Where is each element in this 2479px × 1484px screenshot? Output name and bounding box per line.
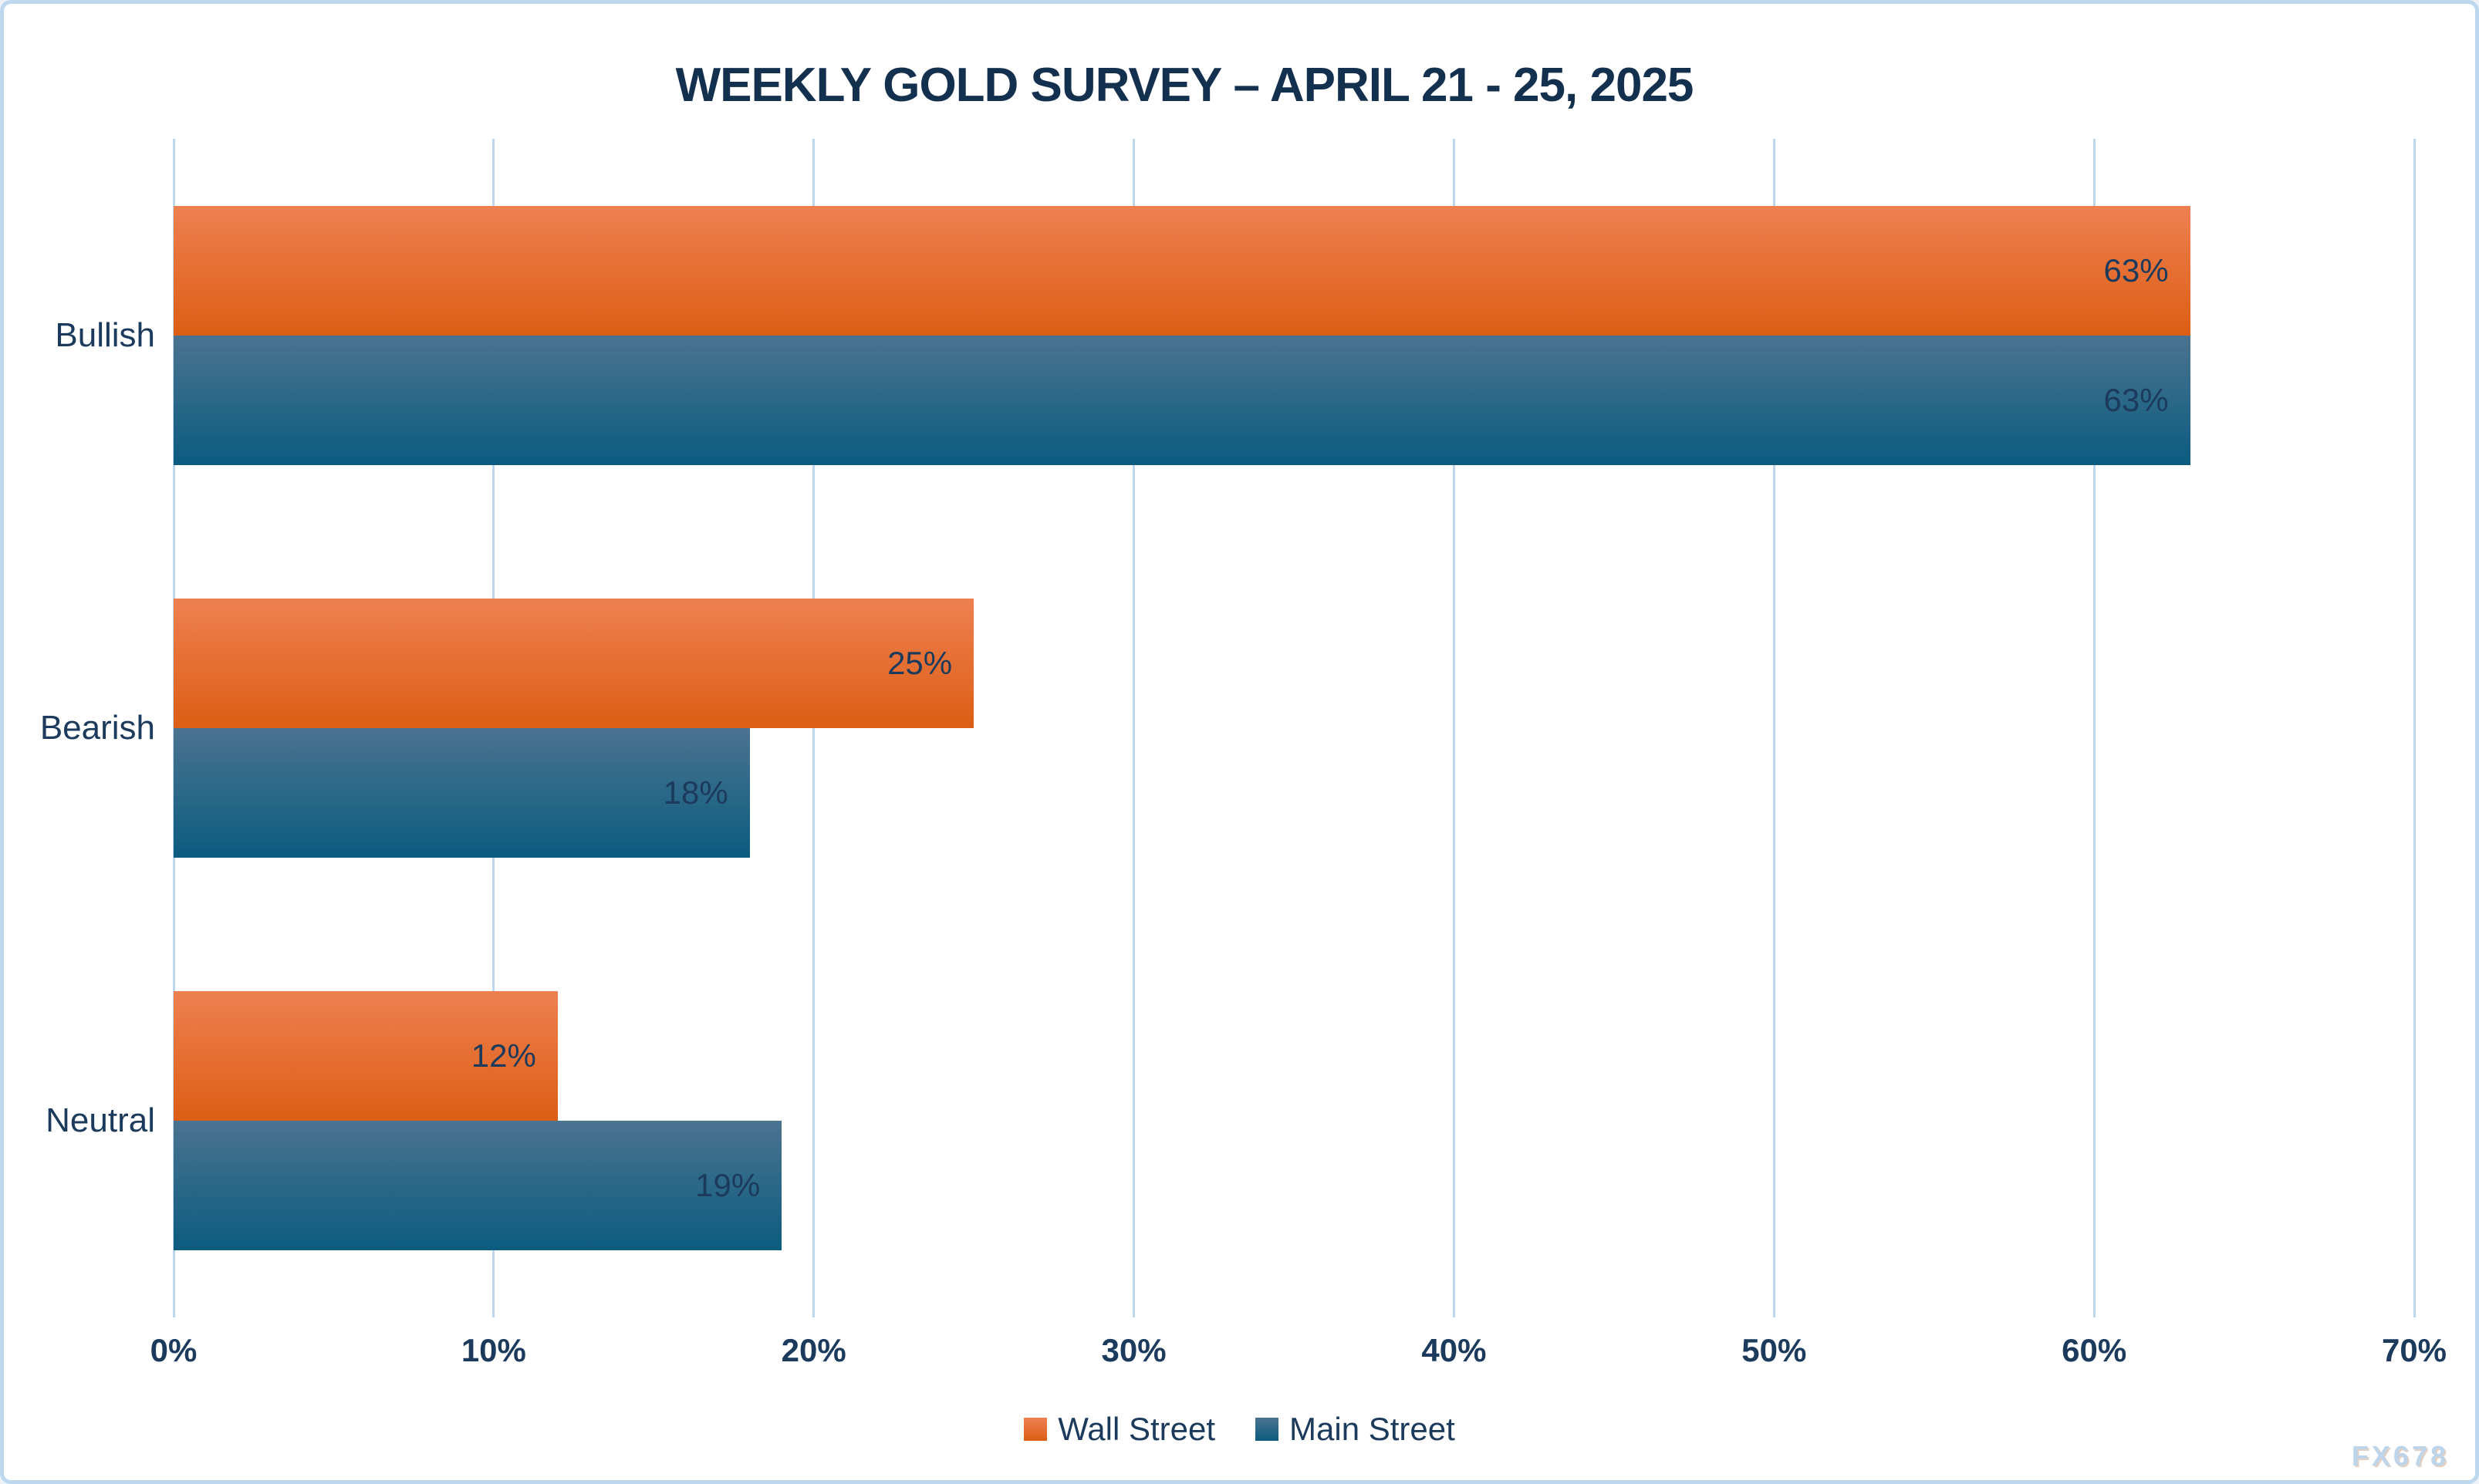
- bar-main-street-bearish: 18%: [174, 727, 750, 858]
- x-tick-label: 50%: [1741, 1332, 1807, 1368]
- bar-value-label: 63%: [2103, 251, 2169, 288]
- legend-swatch-icon: [1024, 1418, 1048, 1441]
- bar-value-label: 12%: [471, 1037, 536, 1074]
- bar-value-label: 19%: [695, 1167, 761, 1204]
- x-tick-label: 60%: [2062, 1332, 2127, 1368]
- gridline: [812, 139, 816, 1317]
- x-tick-label: 10%: [461, 1332, 526, 1368]
- x-tick-label: 30%: [1101, 1332, 1167, 1368]
- legend-label: Wall Street: [1058, 1411, 1216, 1447]
- bar-group-bullish: 63% 63%: [174, 139, 2414, 531]
- bar-group-neutral: 12% 19%: [174, 925, 2414, 1317]
- bar-wall-street-neutral: 12%: [174, 991, 558, 1121]
- plot-area: 63% 63% 25% 18% 12% 19%: [172, 139, 2416, 1317]
- bar-main-street-neutral: 19%: [174, 1121, 782, 1251]
- bar-group-bearish: 25% 18%: [174, 531, 2414, 924]
- legend-item-main-street: Main Street: [1255, 1411, 1455, 1448]
- bar-value-label: 25%: [887, 644, 953, 681]
- gridline: [1772, 139, 1775, 1317]
- chart-title: WEEKLY GOLD SURVEY – APRIL 21 - 25, 2025: [675, 59, 1694, 112]
- x-tick-label: 20%: [781, 1332, 846, 1368]
- x-tick-label: 70%: [2381, 1332, 2447, 1368]
- category-label-neutral: Neutral: [46, 1101, 155, 1140]
- category-label-bullish: Bullish: [55, 315, 155, 354]
- legend-label: Main Street: [1289, 1411, 1455, 1447]
- bar-wall-street-bearish: 25%: [174, 598, 974, 728]
- x-tick-label: 0%: [150, 1332, 198, 1368]
- gridline: [1133, 139, 1136, 1317]
- bar-value-label: 18%: [663, 774, 728, 811]
- x-tick-label: 40%: [1421, 1332, 1487, 1368]
- legend: Wall Street Main Street: [4, 1411, 2475, 1448]
- bar-value-label: 63%: [2103, 381, 2169, 418]
- bar-wall-street-bullish: 63%: [174, 205, 2190, 336]
- legend-item-wall-street: Wall Street: [1024, 1411, 1215, 1448]
- legend-swatch-icon: [1255, 1418, 1279, 1441]
- bar-main-street-bullish: 63%: [174, 335, 2190, 465]
- gridline: [2092, 139, 2096, 1317]
- gridline: [2413, 139, 2416, 1317]
- watermark: FX678: [2351, 1440, 2449, 1472]
- category-label-bearish: Bearish: [39, 709, 155, 747]
- gridline: [1452, 139, 1455, 1317]
